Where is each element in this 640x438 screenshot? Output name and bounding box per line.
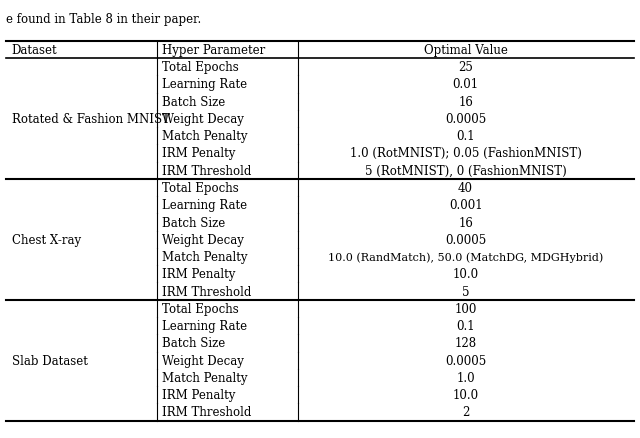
Text: 1.0 (RotMNIST); 0.05 (FashionMNIST): 1.0 (RotMNIST); 0.05 (FashionMNIST): [349, 147, 582, 160]
Text: Total Epochs: Total Epochs: [162, 302, 239, 315]
Text: 2: 2: [462, 406, 469, 418]
Text: 25: 25: [458, 61, 473, 74]
Text: 10.0: 10.0: [452, 268, 479, 281]
Text: IRM Penalty: IRM Penalty: [162, 268, 236, 281]
Text: e found in Table 8 in their paper.: e found in Table 8 in their paper.: [6, 13, 202, 26]
Text: 128: 128: [454, 337, 477, 350]
Text: 5 (RotMNIST), 0 (FashionMNIST): 5 (RotMNIST), 0 (FashionMNIST): [365, 164, 566, 177]
Text: Optimal Value: Optimal Value: [424, 44, 508, 57]
Text: 16: 16: [458, 216, 473, 229]
Text: Total Epochs: Total Epochs: [162, 182, 239, 194]
Text: Learning Rate: Learning Rate: [162, 78, 247, 91]
Text: 5: 5: [462, 285, 469, 298]
Text: Dataset: Dataset: [12, 44, 57, 57]
Text: Learning Rate: Learning Rate: [162, 319, 247, 332]
Text: Batch Size: Batch Size: [162, 216, 225, 229]
Text: 0.1: 0.1: [456, 319, 475, 332]
Text: IRM Threshold: IRM Threshold: [162, 164, 252, 177]
Text: Weight Decay: Weight Decay: [162, 354, 244, 367]
Text: 0.01: 0.01: [452, 78, 479, 91]
Text: 10.0: 10.0: [452, 389, 479, 401]
Text: IRM Threshold: IRM Threshold: [162, 285, 252, 298]
Text: Slab Dataset: Slab Dataset: [12, 354, 88, 367]
Text: Chest X-ray: Chest X-ray: [12, 233, 81, 246]
Text: 10.0 (RandMatch), 50.0 (MatchDG, MDGHybrid): 10.0 (RandMatch), 50.0 (MatchDG, MDGHybr…: [328, 252, 604, 262]
Text: 0.0005: 0.0005: [445, 354, 486, 367]
Text: 40: 40: [458, 182, 473, 194]
Text: 16: 16: [458, 95, 473, 108]
Text: Learning Rate: Learning Rate: [162, 199, 247, 212]
Text: Weight Decay: Weight Decay: [162, 233, 244, 246]
Text: Match Penalty: Match Penalty: [162, 371, 248, 384]
Text: Total Epochs: Total Epochs: [162, 61, 239, 74]
Text: Batch Size: Batch Size: [162, 337, 225, 350]
Text: Weight Decay: Weight Decay: [162, 113, 244, 126]
Text: Match Penalty: Match Penalty: [162, 130, 248, 143]
Text: Batch Size: Batch Size: [162, 95, 225, 108]
Text: 0.001: 0.001: [449, 199, 483, 212]
Text: 0.1: 0.1: [456, 130, 475, 143]
Text: 100: 100: [454, 302, 477, 315]
Text: 0.0005: 0.0005: [445, 233, 486, 246]
Text: Rotated & Fashion MNIST: Rotated & Fashion MNIST: [12, 113, 170, 126]
Text: IRM Penalty: IRM Penalty: [162, 389, 236, 401]
Text: 1.0: 1.0: [456, 371, 475, 384]
Text: IRM Penalty: IRM Penalty: [162, 147, 236, 160]
Text: Hyper Parameter: Hyper Parameter: [162, 44, 265, 57]
Text: Match Penalty: Match Penalty: [162, 251, 248, 263]
Text: IRM Threshold: IRM Threshold: [162, 406, 252, 418]
Text: 0.0005: 0.0005: [445, 113, 486, 126]
